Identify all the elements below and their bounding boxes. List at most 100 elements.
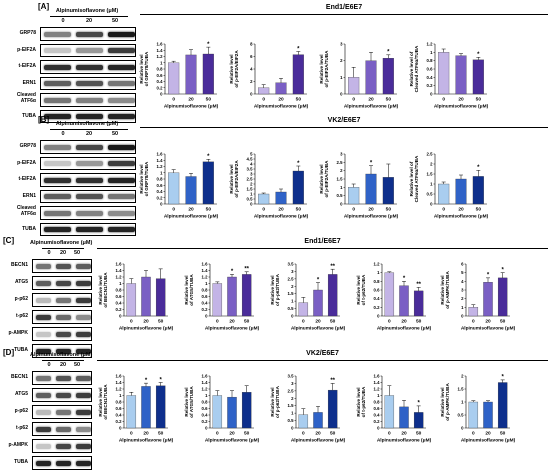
bar	[327, 389, 338, 429]
bar	[399, 285, 409, 317]
blot-band	[36, 348, 51, 354]
blot-band	[76, 161, 103, 167]
blot-band	[76, 97, 103, 103]
x-tick-label: 50	[386, 207, 392, 213]
y-tick-label: 1.6	[202, 374, 209, 379]
y-axis-label-line: of t-p62/TUBA	[361, 386, 366, 417]
blot-band	[76, 64, 103, 70]
y-tick-label: 1.2	[157, 164, 164, 169]
blot-band	[44, 227, 71, 233]
y-tick-label: 0.5	[288, 418, 295, 423]
bar	[227, 276, 237, 317]
y-tick-label: 1.6	[116, 374, 123, 379]
bar	[468, 401, 479, 429]
bar	[202, 53, 214, 95]
y-axis-label-line: Relative level	[440, 275, 445, 304]
x-axis-label: Alpinumisoflavone (μM)	[254, 104, 309, 110]
y-axis-label-line: Cleaved ATF6α/TUBA	[414, 155, 419, 202]
y-tick-label: 5	[461, 270, 464, 275]
x-tick-label: 0	[302, 319, 305, 325]
y-tick-label: 3.5	[288, 262, 295, 267]
y-axis-label: Relative levelof GRP78/TUBA	[139, 161, 149, 196]
y-tick-label: 0.6	[157, 73, 164, 78]
blot-strip	[32, 293, 92, 307]
x-tick-label: 20	[485, 319, 491, 325]
blot-row-label: TUBA	[14, 347, 28, 353]
y-axis-label-line: Relative level	[184, 275, 189, 304]
y-tick-label: 2	[340, 168, 343, 173]
y-axis-label-line: Relative level	[229, 54, 234, 83]
y-axis-label-line: of p-EIF2A/TUBA	[324, 50, 329, 88]
y-tick-label: 0.2	[202, 419, 209, 424]
blot-strip	[40, 222, 136, 236]
y-axis-label-line: of GRP78/TUBA	[144, 161, 149, 196]
y-axis-label: Relative levelof p-p62/TUBA	[270, 385, 280, 418]
dose-label: 0	[47, 362, 51, 368]
y-tick-label: 1.6	[116, 262, 123, 267]
blot-row-label: t-p62	[16, 425, 28, 431]
y-tick-label: 4	[461, 279, 464, 284]
y-tick-label: 1	[430, 50, 433, 55]
y-axis-label-line: Relative level	[184, 387, 189, 416]
bar-chart: Relative levelof ATG5/TUBA 0 0.20.4 0.60.8 1…	[184, 262, 260, 332]
y-axis-label-line: of p-EIF2A/EIF2A	[234, 160, 239, 198]
y-axis-label: Relative levelof BECN1/TUBA	[98, 384, 108, 420]
y-tick-label: 0.4	[116, 413, 123, 418]
y-tick-label: 0.6	[374, 288, 381, 293]
bar	[365, 173, 377, 205]
y-axis-label: Relative levelof p-p62/TUBA	[270, 273, 280, 306]
y-axis-label-line: Relative level	[319, 164, 324, 193]
y-axis-label: Relative levelof t-p62/TUBA	[356, 274, 366, 305]
bar	[126, 283, 137, 317]
blot-band	[56, 331, 71, 337]
y-tick-label: 2	[250, 79, 253, 84]
blot-row-label: TUBA	[22, 225, 36, 232]
x-axis-label: Alpinumisoflavone (μM)	[119, 438, 174, 444]
y-tick-label: 0.2	[157, 195, 164, 200]
y-tick-label: 0.2	[374, 419, 381, 424]
y-axis-label-line: of p-p62/TUBA	[275, 385, 280, 418]
y-tick-label: 0.8	[157, 67, 164, 72]
y-axis-label-line: Relative level	[319, 54, 324, 83]
y-tick-label: 0.8	[116, 288, 123, 293]
x-tick-label: 20	[458, 207, 464, 213]
blot-band	[108, 64, 135, 70]
y-tick-label: 1	[377, 393, 380, 398]
blot-band	[56, 460, 71, 466]
dose-label: 50	[73, 362, 81, 368]
blot-band	[56, 426, 71, 432]
y-axis-label: Relative levelof p-EIF2A/EIF2A	[229, 50, 239, 88]
x-axis-label: Alpinumisoflavone (μM)	[205, 326, 260, 332]
blot-row-label: GRP78	[19, 30, 36, 36]
blot-strip	[40, 189, 136, 203]
blot-band	[76, 297, 91, 303]
blot-row-label: ERN1	[22, 79, 36, 86]
significance-mark: *	[297, 161, 300, 167]
y-axis-label-line: Relative level	[270, 275, 275, 304]
cell-line-title: End1/E6E7	[304, 238, 341, 245]
significance-mark: *	[231, 269, 234, 275]
blot-band	[108, 97, 135, 103]
blot-title: Alpinumisoflavone (μM)	[30, 240, 93, 246]
y-axis-label: Relative levelof p-EIF2A/EIF2A	[229, 160, 239, 198]
y-axis-label-line: Relative level	[139, 164, 144, 193]
blot-band	[36, 443, 51, 449]
blot-row-label: t-EIF2A	[18, 176, 37, 182]
blot-band	[108, 31, 135, 37]
y-axis-label-line: Relative level	[98, 275, 103, 304]
bar	[212, 395, 223, 429]
blot-band	[108, 144, 135, 150]
y-tick-label: 3	[340, 42, 343, 47]
blot-strip	[32, 259, 92, 273]
y-axis-label-line: of GRP78/TUBA	[144, 51, 149, 86]
y-tick-label: 0	[250, 92, 253, 97]
blot-row-label: p-AMPK	[8, 330, 28, 336]
y-tick-label: 6	[461, 262, 464, 267]
blot-band	[108, 81, 135, 87]
blot-band	[36, 375, 51, 381]
blot-strip	[32, 276, 92, 290]
blot-band	[76, 460, 91, 466]
blot-strip	[32, 405, 92, 419]
blot-band	[44, 31, 71, 37]
y-tick-label: 0.2	[202, 307, 209, 312]
